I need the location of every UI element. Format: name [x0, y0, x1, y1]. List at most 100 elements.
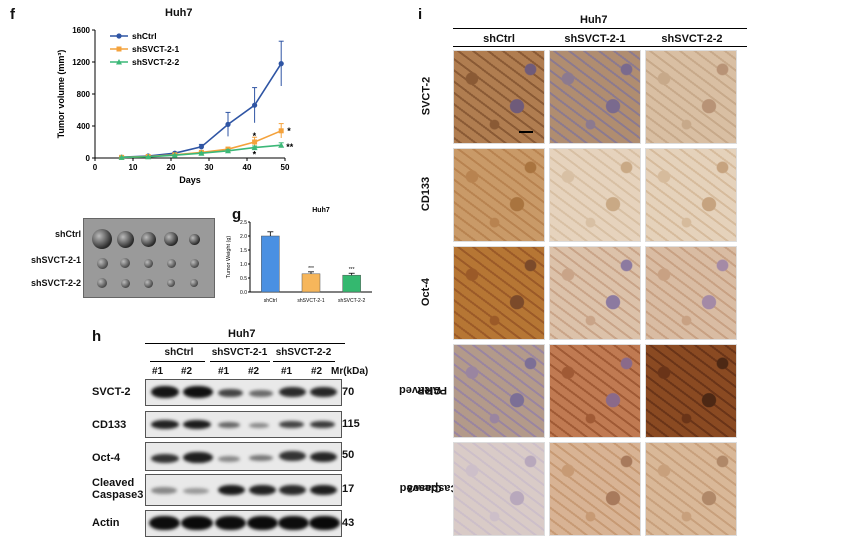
tumor-specimen: [188, 233, 200, 245]
data-point: [225, 147, 231, 154]
ihc-tile: [645, 442, 737, 536]
blot-row-label-actin: Actin: [92, 517, 120, 529]
tumor-photo-label-shsvct-2-1: shSVCT-2-1: [30, 255, 81, 265]
panel-letter-i: i: [418, 6, 423, 23]
x-axis-title: Days: [179, 175, 201, 185]
data-point: [198, 144, 204, 150]
ihc-tile: [549, 50, 641, 144]
lane-label: #2: [311, 366, 323, 377]
lane-label: #2: [181, 366, 193, 377]
significance-mark: ***: [349, 267, 355, 273]
ihc-tile: [453, 50, 545, 144]
lane-label: #1: [152, 366, 164, 377]
y-tick-label: 1200: [72, 58, 90, 67]
ihc-title-rule: [453, 28, 747, 29]
significance-mark: ***: [308, 266, 314, 272]
blot-group-rule: [273, 361, 335, 362]
tumor-specimen: [116, 230, 134, 248]
data-point: [278, 142, 285, 148]
y-tick-label: 800: [77, 90, 91, 99]
ihc-row-label-text: SVCT-2: [420, 76, 433, 116]
tumor-specimen: [140, 231, 156, 247]
blot-strip-cleaved-caspase3: [145, 474, 342, 506]
panel-h-title: Huh7: [228, 328, 256, 340]
tumor-specimen: [143, 258, 153, 268]
legend-label: shSVCT-2-1: [132, 44, 180, 54]
x-tick-label: 40: [243, 163, 252, 172]
ihc-tile: [453, 344, 545, 438]
blot-strip-actin: [145, 510, 342, 537]
ihc-col-shsvct-2-2: shSVCT-2-2: [661, 33, 723, 45]
ihc-tile: [549, 442, 641, 536]
data-point: [278, 128, 284, 134]
tumor-specimen: [143, 278, 153, 288]
x-tick-label: 50: [281, 163, 290, 172]
y-tick-label: 0: [86, 154, 91, 163]
ihc-tile: [549, 246, 641, 340]
blot-mr-cleaved-caspase3: 17: [342, 483, 355, 495]
tumor-specimen: [96, 257, 108, 269]
y-tick-label: 400: [77, 122, 91, 131]
tumor-photo-label-shctrl: shCtrl: [54, 229, 81, 239]
x-tick-label: 20: [167, 163, 176, 172]
blot-group-rule: [150, 361, 205, 362]
x-tick-label: shSVCT-2-2: [338, 298, 365, 304]
tumor-specimen: [190, 279, 198, 287]
y-tick-label: 0.0: [240, 290, 247, 296]
blot-mr-cd133: 115: [342, 418, 360, 430]
blot-row-label-cleaved-caspase3: Cleaved Caspase3: [92, 477, 143, 501]
ihc-row-label-text: Cleaved Caspase3: [399, 462, 458, 513]
ihc-tile: [645, 246, 737, 340]
data-point: [225, 121, 231, 127]
blot-title-rule: [145, 343, 345, 344]
blot-row-label-oct-4: Oct-4: [92, 452, 121, 464]
panel-letter-h: h: [92, 328, 102, 345]
blot-mr-svct-2: 70: [342, 386, 355, 398]
significance-mark: *: [253, 150, 257, 160]
panel-i-title: Huh7: [580, 14, 608, 26]
data-point: [145, 153, 152, 160]
blot-mr-oct-4: 50: [342, 449, 355, 461]
tumor-specimen: [120, 258, 130, 268]
x-tick-label: 30: [205, 163, 214, 172]
mr-header: Mr(kDa): [331, 366, 369, 377]
ihc-tile: [453, 246, 545, 340]
ihc-tile: [645, 148, 737, 242]
ihc-tile: [549, 148, 641, 242]
blot-group-rule: [210, 361, 270, 362]
blot-row-label-line: Caspase3: [92, 489, 144, 501]
data-point: [251, 144, 258, 151]
legend-marker: [116, 59, 122, 65]
tumor-weight-chart: Huh7 0.0 0.5 1.0 1.5 2.0 2.5 Tumor Weight (g) sh…: [226, 207, 372, 304]
blot-strip-oct-4: [145, 442, 342, 471]
ihc-tile: [453, 148, 545, 242]
tumor-specimen: [120, 278, 130, 288]
x-tick-label: 0: [93, 163, 98, 172]
tumor-specimen: [97, 278, 107, 288]
tumor-specimen: [164, 232, 178, 246]
ihc-tile: [645, 344, 737, 438]
data-point: [278, 61, 284, 67]
ihc-row-label-oct-4: Oct-4: [404, 246, 449, 338]
ihc-row-label-cleaved-caspase3: Cleaved Caspase3: [399, 442, 458, 534]
ihc-tile: [549, 344, 641, 438]
ihc-row-label-cleaved-parp: Cleaved PARP: [399, 344, 449, 436]
y-tick-label: 2.5: [240, 220, 247, 226]
tumor-specimen: [166, 258, 176, 268]
x-tick-label: shSVCT-2-1: [297, 298, 324, 304]
legend-label: shCtrl: [132, 31, 157, 41]
data-point: [171, 152, 178, 158]
y-tick-label: 1.5: [240, 248, 247, 254]
ihc-col-shsvct-2-1: shSVCT-2-1: [564, 33, 626, 45]
panel-f-title: Huh7: [165, 7, 193, 19]
ihc-header-rule: [453, 46, 747, 47]
blot-strip-cd133: [145, 411, 342, 438]
significance-mark: *: [287, 126, 291, 136]
ihc-row-label-text: CD133: [420, 176, 433, 212]
ihc-row-label-cd133: CD133: [404, 148, 449, 240]
bar: [301, 273, 321, 293]
panel-g-title: Huh7: [312, 207, 330, 214]
blot-group-shsvct-2-1: shSVCT-2-1: [211, 347, 268, 358]
blot-mr-actin: 43: [342, 517, 355, 529]
tumor-photo-label-shsvct-2-2: shSVCT-2-2: [30, 278, 81, 288]
